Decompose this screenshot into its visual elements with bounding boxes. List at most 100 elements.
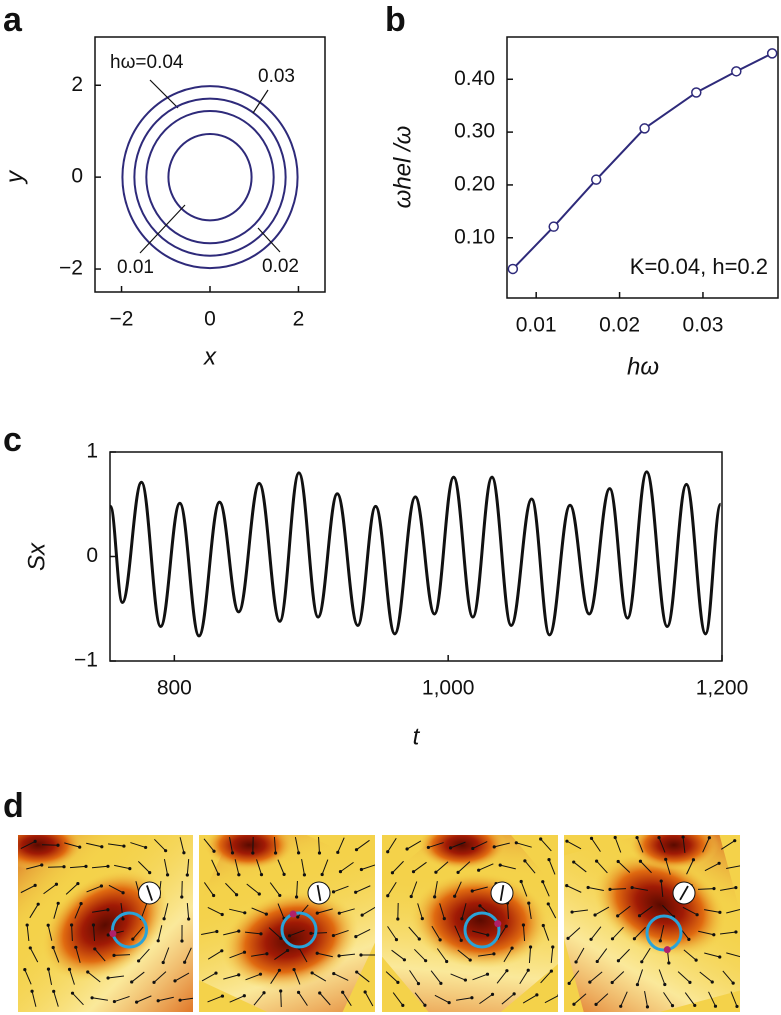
field-arrow (721, 840, 735, 850)
field-arrow (387, 926, 397, 940)
arrow-head (485, 972, 490, 976)
field-arrow (478, 863, 494, 871)
field-arrow (163, 859, 169, 875)
field-arrow (319, 992, 331, 1006)
field-arrow (620, 991, 628, 1007)
arrow-head (610, 980, 614, 985)
field-arrow (614, 837, 622, 853)
arrow-head (659, 879, 663, 883)
arrow-head (616, 914, 620, 918)
arrow-head (70, 991, 75, 995)
arrow-head (539, 837, 543, 841)
field-arrow (609, 888, 627, 890)
field-arrow (640, 860, 652, 874)
field-arrow (225, 882, 237, 896)
field-arrow (65, 883, 79, 895)
field-arrow (434, 994, 450, 1004)
arrow-head (593, 913, 597, 917)
arrow-head (46, 923, 50, 927)
arrow-head (740, 864, 743, 867)
indicator-arrow (146, 885, 153, 901)
arrow-head (468, 958, 472, 962)
arrow-head (265, 952, 269, 956)
arrow-head (302, 873, 307, 877)
arrow-head (735, 1004, 739, 1009)
arrow-head (67, 967, 72, 971)
field-arrow (548, 859, 556, 875)
y-tick-label: −1 (74, 649, 98, 672)
arrow-head (635, 982, 640, 987)
arrow-head (90, 996, 94, 1000)
field-arrow (120, 903, 124, 919)
arrow-head (521, 923, 526, 927)
field-arrow (20, 840, 36, 850)
arrow-head (315, 911, 319, 915)
arrow-head (396, 917, 400, 921)
field-arrow (339, 908, 355, 914)
data-line (512, 52, 773, 270)
field-arrow (702, 837, 710, 853)
field-arrow (697, 888, 715, 890)
arrow-head (278, 893, 282, 898)
arrow-head (681, 835, 685, 839)
field-arrow (244, 931, 262, 935)
field-arrow (47, 969, 53, 985)
arrow-head (658, 939, 662, 943)
indicator-arrow (316, 884, 322, 902)
field-arrow (296, 880, 298, 898)
arrow-head (394, 938, 399, 942)
arrow-head (632, 937, 637, 941)
arrow-head (541, 880, 545, 884)
field-arrow (131, 971, 145, 983)
field-arrow (318, 836, 320, 854)
field-arrow (719, 931, 737, 935)
x-tick-label: −2 (110, 308, 134, 331)
field-arrow (321, 859, 329, 875)
field-arrow (665, 859, 671, 875)
arrow-head (178, 998, 182, 1002)
field-arrow (270, 970, 280, 984)
arrow-head (707, 836, 711, 840)
y-tick-label: 0.30 (454, 120, 495, 143)
field-arrow (497, 925, 507, 941)
arrow-head (740, 956, 743, 959)
field-arrow (277, 859, 285, 875)
arrow-head (28, 946, 32, 950)
core-dot (663, 946, 671, 954)
arrow-head (471, 846, 475, 851)
field-arrow (184, 947, 192, 963)
arrow-head (460, 917, 464, 921)
field-arrow (72, 992, 84, 1006)
field-arrow (311, 972, 327, 982)
field-arrow (726, 952, 740, 958)
arrow-head (616, 959, 621, 963)
field-arrow (137, 861, 151, 873)
arrow-head (456, 870, 460, 874)
field-arrow (114, 864, 130, 870)
arrow-head (310, 971, 314, 975)
core-dot (109, 930, 117, 938)
arrow-head (477, 868, 481, 872)
field-arrow (158, 996, 174, 1002)
arrow-head (667, 961, 671, 965)
arrow-head (91, 923, 96, 927)
arrow-head (292, 967, 296, 972)
field-arrow (660, 880, 664, 898)
arrow-head (687, 937, 691, 941)
field-arrow (355, 928, 371, 938)
arrow-head (331, 933, 336, 938)
arrow-head (185, 873, 189, 877)
arrow-head (354, 890, 358, 894)
arrow-head (56, 843, 60, 847)
field-arrow (496, 970, 508, 984)
field-arrow (406, 840, 422, 850)
field-arrow (333, 929, 349, 937)
arrow-head (693, 1003, 697, 1008)
field-arrow (43, 883, 57, 895)
arrow-head (234, 893, 239, 897)
arrow-head (423, 1003, 427, 1007)
field-arrow (588, 887, 604, 891)
field-arrow (428, 842, 444, 848)
field-arrow (92, 924, 96, 942)
